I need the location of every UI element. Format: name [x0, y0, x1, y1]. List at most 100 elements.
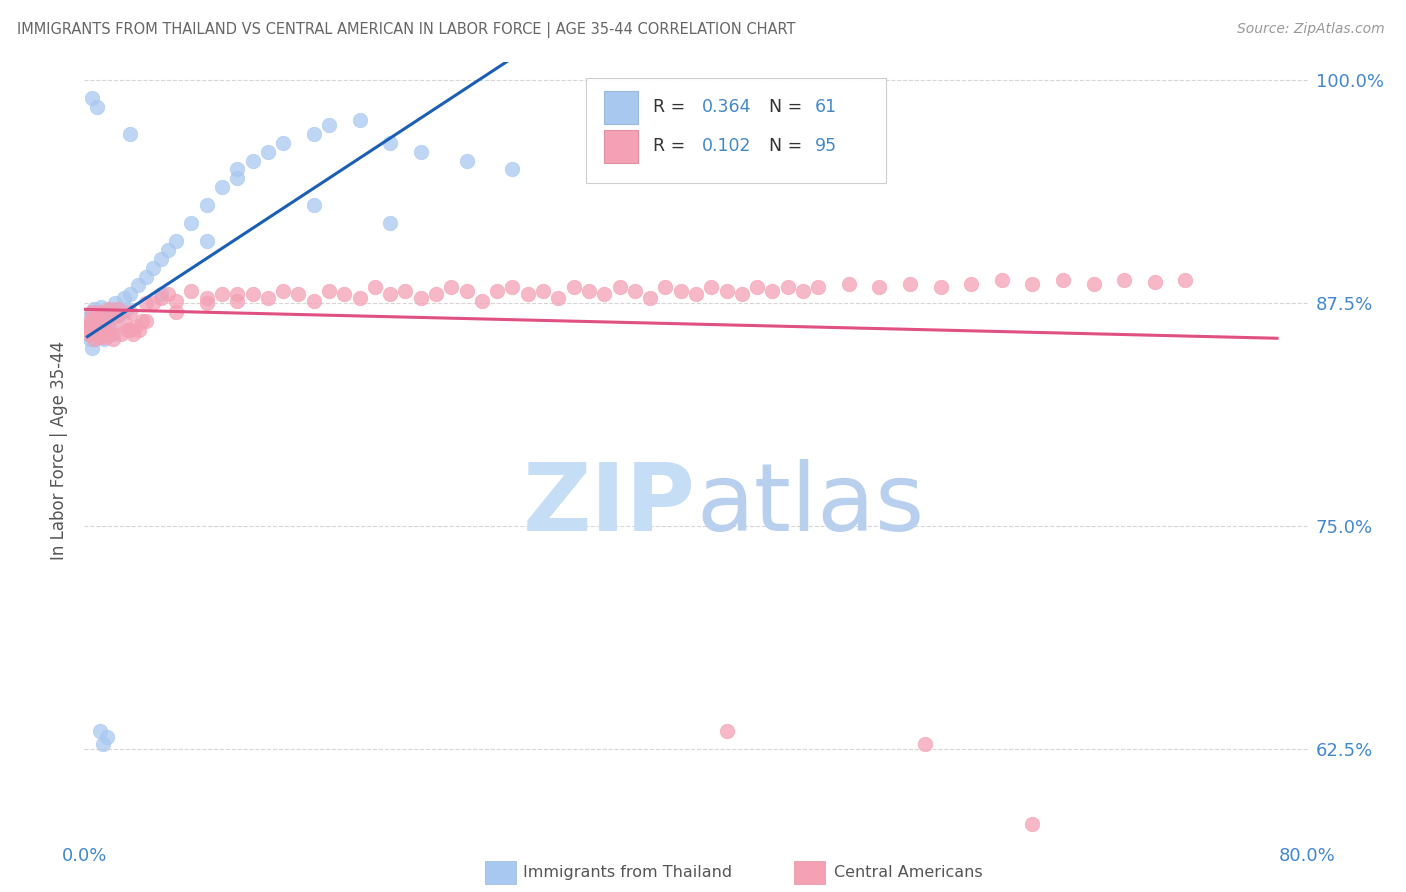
Point: [226, 287, 249, 301]
Point: [110, 305, 132, 319]
Point: [115, 301, 138, 316]
Point: [79, 332, 101, 346]
Point: [302, 294, 325, 309]
Point: [79, 309, 101, 323]
Point: [75, 323, 97, 337]
Text: N =: N =: [769, 137, 808, 155]
Point: [165, 294, 187, 309]
Point: [747, 280, 769, 294]
Point: [77, 326, 100, 341]
Point: [83, 332, 105, 346]
Point: [77, 319, 100, 334]
Point: [364, 280, 387, 294]
Point: [1114, 273, 1136, 287]
Point: [242, 153, 264, 168]
Point: [486, 284, 509, 298]
Point: [89, 330, 111, 344]
Point: [112, 291, 135, 305]
Point: [97, 301, 120, 316]
Point: [103, 326, 125, 341]
Point: [87, 319, 110, 334]
Point: [914, 737, 936, 751]
Point: [638, 291, 661, 305]
Point: [195, 234, 218, 248]
Point: [101, 323, 124, 337]
Text: R =: R =: [654, 98, 690, 117]
Point: [271, 284, 294, 298]
Point: [318, 118, 340, 132]
Point: [165, 234, 187, 248]
Point: [83, 301, 105, 316]
Point: [1083, 277, 1105, 291]
Point: [157, 287, 180, 301]
Point: [731, 287, 754, 301]
Text: Central Americans: Central Americans: [834, 865, 983, 880]
Point: [502, 280, 524, 294]
Point: [91, 737, 114, 751]
Point: [380, 216, 402, 230]
Point: [84, 323, 107, 337]
Text: 61: 61: [814, 98, 837, 117]
Point: [89, 330, 111, 344]
Point: [394, 284, 416, 298]
Point: [456, 153, 478, 168]
Point: [716, 284, 738, 298]
Text: 0.102: 0.102: [702, 137, 752, 155]
Point: [761, 284, 783, 298]
Text: atlas: atlas: [696, 458, 924, 550]
Point: [120, 305, 142, 319]
Point: [180, 216, 202, 230]
Point: [409, 291, 432, 305]
Point: [80, 305, 103, 319]
Point: [135, 314, 157, 328]
Point: [98, 326, 121, 341]
Point: [716, 724, 738, 739]
Point: [91, 323, 114, 337]
Point: [271, 136, 294, 150]
Text: R =: R =: [654, 137, 690, 155]
Text: Immigrants from Thailand: Immigrants from Thailand: [523, 865, 733, 880]
Point: [226, 162, 249, 177]
FancyBboxPatch shape: [586, 78, 886, 183]
Point: [93, 332, 115, 346]
Point: [135, 296, 157, 310]
Point: [180, 284, 202, 298]
Point: [654, 280, 676, 294]
Point: [86, 326, 108, 341]
Point: [195, 291, 218, 305]
Point: [1021, 817, 1043, 831]
Point: [149, 287, 172, 301]
Point: [869, 280, 891, 294]
Point: [94, 330, 117, 344]
Text: Source: ZipAtlas.com: Source: ZipAtlas.com: [1237, 22, 1385, 37]
Point: [1052, 273, 1074, 287]
Point: [547, 291, 569, 305]
Point: [302, 198, 325, 212]
Point: [86, 309, 108, 323]
Point: [80, 305, 103, 319]
Point: [456, 284, 478, 298]
Text: ZIP: ZIP: [523, 458, 696, 550]
Point: [149, 291, 172, 305]
Point: [84, 332, 107, 346]
Point: [96, 730, 118, 744]
Point: [165, 305, 187, 319]
Point: [380, 136, 402, 150]
Point: [349, 112, 371, 127]
Point: [211, 180, 233, 194]
Point: [89, 309, 111, 323]
Point: [502, 162, 524, 177]
Text: N =: N =: [769, 98, 808, 117]
Point: [960, 277, 983, 291]
Point: [98, 323, 121, 337]
Point: [516, 287, 538, 301]
Point: [96, 319, 118, 334]
Y-axis label: In Labor Force | Age 35-44: In Labor Force | Age 35-44: [51, 341, 69, 560]
Point: [609, 280, 631, 294]
Point: [115, 323, 138, 337]
Point: [94, 305, 117, 319]
Point: [89, 724, 111, 739]
Point: [80, 91, 103, 105]
Point: [91, 326, 114, 341]
Point: [471, 294, 494, 309]
